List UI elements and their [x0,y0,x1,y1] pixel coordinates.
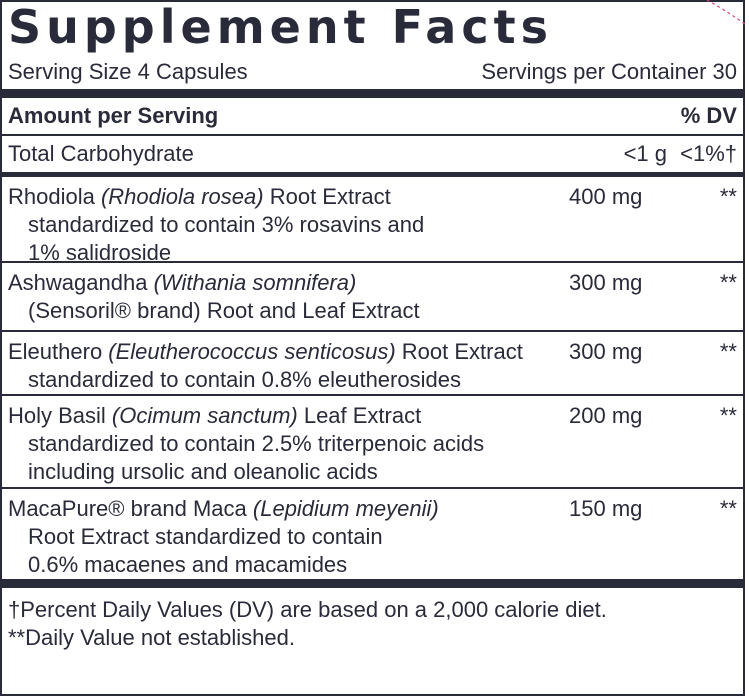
panel-title: Supplement Facts [8,0,553,54]
serving-row: Serving Size 4 Capsules Servings per Con… [8,59,737,89]
ingredient-description: Rhodiola (Rhodiola rosea) Root Extract s… [8,183,569,265]
nutrient-amount: <1 g [623,141,667,166]
ingredient-dv: ** [719,339,737,364]
ingredient-name-line: MacaPure® brand Maca (Lepidium meyenii) [8,495,569,523]
ingredient-amount: 200 mg [569,403,643,428]
ingredient-description: Ashwagandha (Withania somnifera) (Sensor… [8,269,569,326]
ingredient-name: MacaPure® brand Maca [8,496,253,521]
ingredient-name: Eleuthero [8,339,109,364]
ingredient-detail: 1% salidroside [28,240,172,265]
ingredient-name: Holy Basil [8,403,112,428]
ingredient-dv: ** [719,496,737,521]
ingredient-detail: Root Extract standardized to contain [28,524,383,549]
divider-medium [2,172,743,177]
nutrient-row-carbohydrate: Total Carbohydrate <1 g <1%† [8,136,737,172]
ingredient-row: Eleuthero (Eleutherococcus senticosus) R… [8,332,737,394]
nutrient-dv: <1%† [680,141,737,166]
ingredient-amount: 400 mg [569,184,643,209]
amount-header: Amount per Serving [8,103,219,128]
ingredient-detail: standardized to contain 2.5% triterpenoi… [28,431,485,456]
ingredient-name-line: Eleuthero (Eleutherococcus senticosus) R… [8,338,569,366]
ingredient-dv: ** [719,403,737,428]
ingredient-detail: 0.6% macaenes and macamides [28,552,348,577]
divider [2,487,743,489]
ingredient-amount: 150 mg [569,496,643,521]
ingredient-description: Eleuthero (Eleutherococcus senticosus) R… [8,338,569,392]
divider [2,394,743,396]
divider-thick [2,89,743,98]
ingredient-detail: (Sensoril® brand) Root and Leaf Extract [28,298,420,323]
ingredient-row: Holy Basil (Ocimum sanctum) Leaf Extract… [8,396,737,487]
ingredient-amount: 300 mg [569,339,643,364]
ingredient-part: Leaf Extract [297,403,422,428]
divider [2,330,743,332]
divider-thick [2,579,743,588]
ingredient-name-line: Ashwagandha (Withania somnifera) [8,269,569,297]
ingredient-latin-name: (Lepidium meyenii) [252,496,439,521]
ingredient-detail: standardized to contain 3% rosavins and [28,212,425,237]
servings-per-container: Servings per Container 30 [481,59,737,84]
ingredient-latin-name: (Rhodiola rosea) [100,184,264,209]
divider [2,261,743,263]
footnotes: †Percent Daily Values (DV) are based on … [8,588,737,652]
ingredient-dv: ** [719,270,737,295]
ingredient-part: Root Extract [263,184,391,209]
ingredient-description: MacaPure® brand Maca (Lepidium meyenii) … [8,495,569,577]
dv-header: % DV [680,103,737,128]
footnote-not-established: **Daily Value not established. [8,625,295,650]
ingredient-description: Holy Basil (Ocimum sanctum) Leaf Extract… [8,402,569,484]
ingredient-name-line: Rhodiola (Rhodiola rosea) Root Extract [8,183,569,211]
ingredient-row: Ashwagandha (Withania somnifera) (Sensor… [8,263,737,330]
ingredient-latin-name: (Eleutherococcus senticosus) [108,339,396,364]
ingredient-name-line: Holy Basil (Ocimum sanctum) Leaf Extract [8,402,569,430]
footnote-daily-values: †Percent Daily Values (DV) are based on … [8,597,607,622]
ingredient-row: Rhodiola (Rhodiola rosea) Root Extract s… [8,177,737,265]
ingredient-latin-name: (Withania somnifera) [153,270,357,295]
amount-header-row: Amount per Serving % DV [8,98,737,134]
ingredient-name: Rhodiola [8,184,101,209]
divider [2,134,743,136]
serving-size: Serving Size 4 Capsules [8,59,248,84]
ingredient-dv: ** [719,184,737,209]
ingredient-part: Root Extract [395,339,523,364]
ingredient-amount: 300 mg [569,270,643,295]
nutrient-name: Total Carbohydrate [8,141,194,166]
ingredient-detail: including ursolic and oleanolic acids [28,459,378,484]
ingredient-row: MacaPure® brand Maca (Lepidium meyenii) … [8,489,737,579]
ingredient-name: Ashwagandha [8,270,154,295]
ingredient-latin-name: (Ocimum sanctum) [111,403,298,428]
ingredient-detail: standardized to contain 0.8% eleutherosi… [28,367,461,392]
